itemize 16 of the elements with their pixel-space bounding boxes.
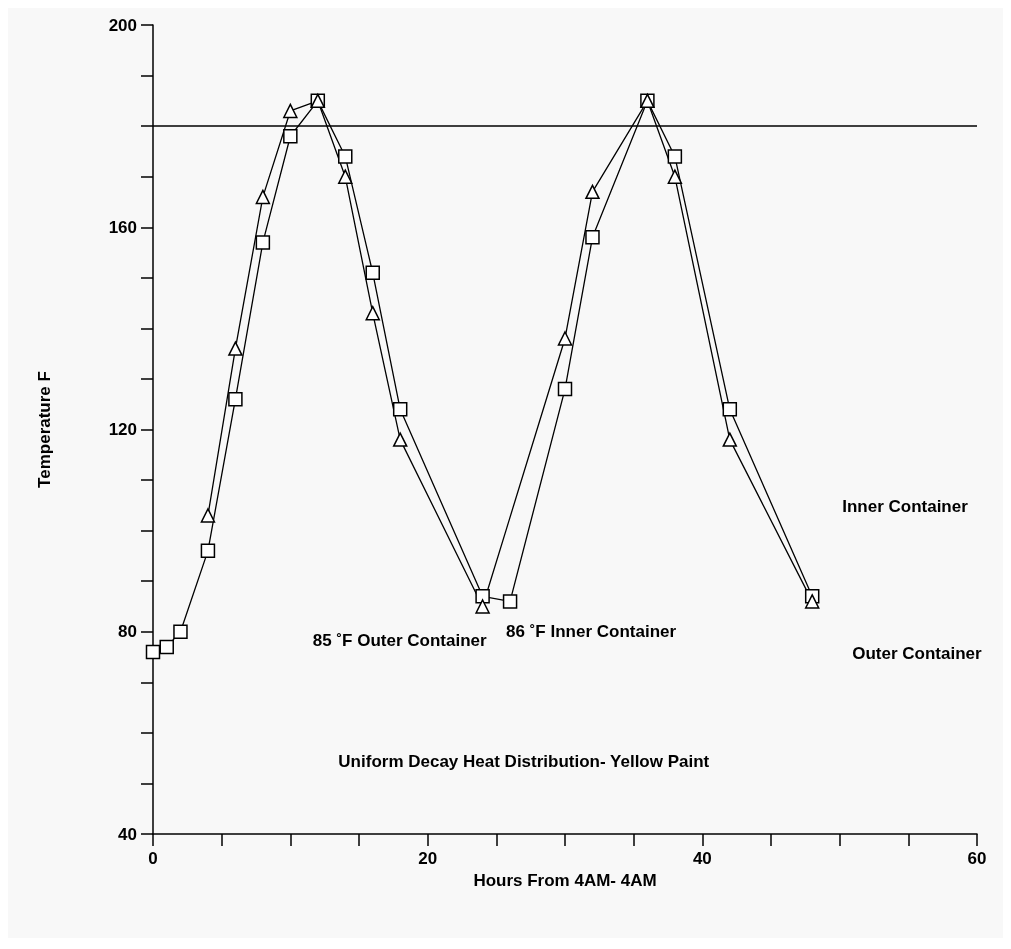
- y-tick-label: 80: [118, 622, 137, 642]
- text: Inner Container: [842, 496, 969, 516]
- y-tick-label: 200: [108, 15, 137, 35]
- annotation: Uniform Decay Heat Distribution- Yellow Paint: [338, 751, 710, 771]
- x-tick-label: 20: [418, 849, 438, 868]
- y-axis-title: Temperature F: [35, 371, 54, 488]
- x-axis-title: Hours From 4AM- 4AM: [473, 871, 657, 890]
- y-tick-label: 40: [118, 824, 137, 844]
- annotation: 86 ˚F Inner Container: [506, 622, 677, 642]
- annotation: 85 ˚F Outer Container: [312, 631, 487, 651]
- x-tick-label: 60: [967, 849, 987, 868]
- y-tick-label: 120: [108, 420, 137, 439]
- x-tick-label: 40: [692, 849, 712, 868]
- y-tick-label: 160: [108, 217, 137, 237]
- text: Outer Container: [852, 643, 982, 663]
- x-tick-label: 0: [148, 849, 158, 868]
